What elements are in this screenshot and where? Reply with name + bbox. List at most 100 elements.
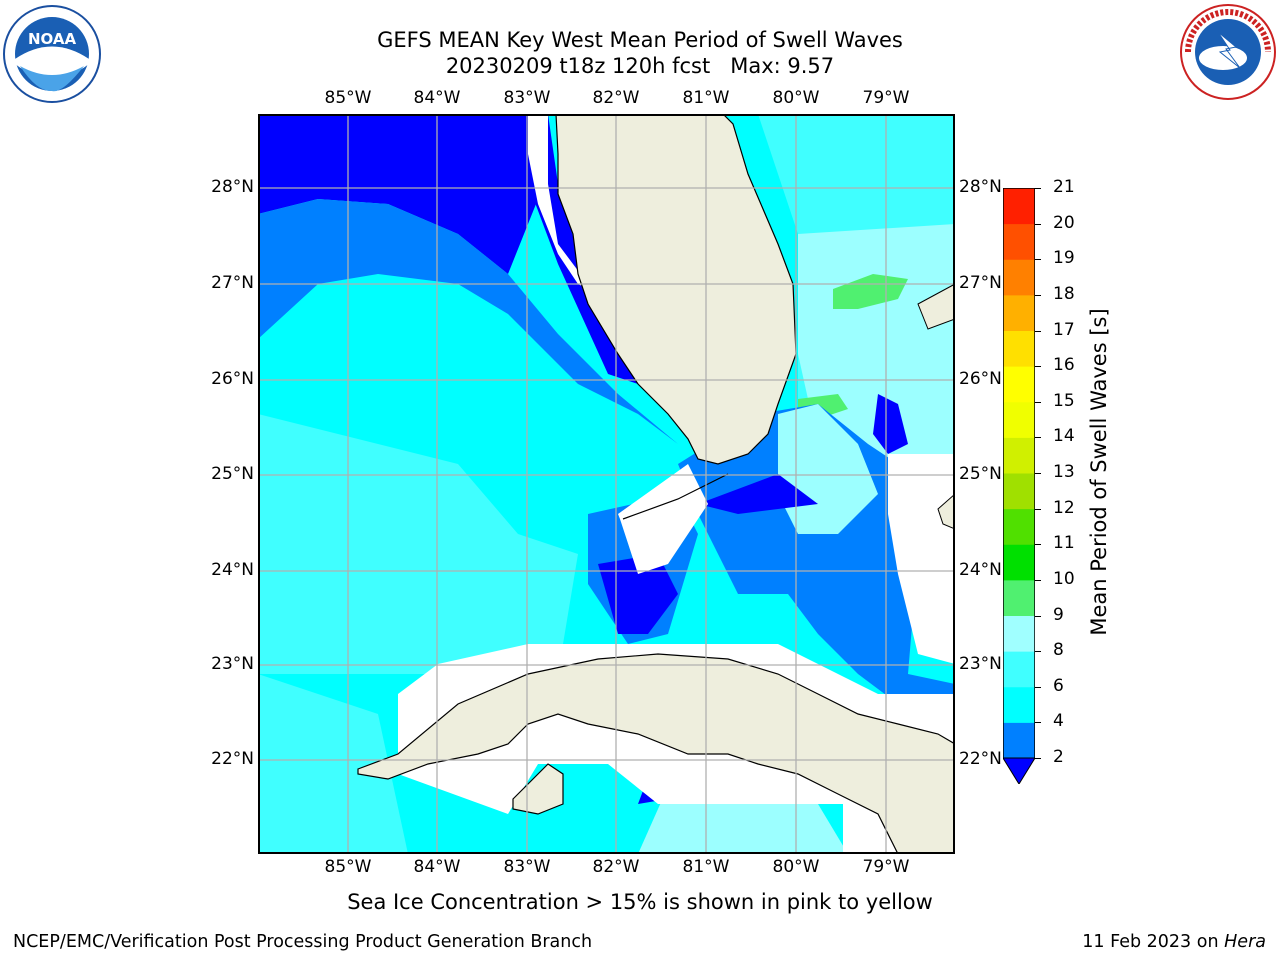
title-line1: GEFS MEAN Key West Mean Period of Swell … <box>377 28 903 52</box>
green-patch-1 <box>833 274 908 309</box>
lat-right-26: 26°N <box>959 369 1002 389</box>
colorbar-tick-label: 17 <box>1053 319 1075 340</box>
map-panel <box>258 113 956 855</box>
colorbar-segment <box>1003 579 1035 616</box>
lat-left-22: 22°N <box>211 749 254 769</box>
colorbar-tick-mark <box>1035 579 1041 581</box>
lon-bot-82: 82°W <box>592 857 640 877</box>
colorbar-tick-mark <box>1035 473 1041 474</box>
chart-title: GEFS MEAN Key West Mean Period of Swell … <box>0 27 1280 79</box>
lat-left-27: 27°N <box>211 273 254 293</box>
colorbar-tick-label: 8 <box>1053 640 1064 661</box>
footer-left: NCEP/EMC/Verification Post Processing Pr… <box>13 932 593 952</box>
colorbar-tick-mark <box>1035 651 1041 653</box>
colorbar-tick-label: 20 <box>1053 212 1075 233</box>
colorbar-tick-mark <box>1035 722 1041 724</box>
lon-bot-83: 83°W <box>503 857 551 877</box>
colorbar-tick-mark <box>1035 330 1041 332</box>
colorbar-tick-label: 11 <box>1053 533 1075 554</box>
colorbar-segment <box>1003 401 1035 438</box>
colorbar-tick-mark <box>1035 544 1041 546</box>
svg-text:NOAA: NOAA <box>28 30 77 48</box>
lon-bot-85: 85°W <box>324 857 372 877</box>
lon-top-81: 81°W <box>682 88 730 108</box>
colorbar-tick-label: 12 <box>1053 497 1075 518</box>
lat-right-27: 27°N <box>959 273 1002 293</box>
footer-right: 11 Feb 2023 on Hera <box>1082 932 1266 952</box>
land-cuba <box>357 653 956 855</box>
deep-blue-nw <box>258 114 548 274</box>
colorbar-tick-label: 15 <box>1053 390 1075 411</box>
colorbar-tick-mark <box>1035 508 1041 510</box>
swell-map <box>258 113 956 855</box>
title-line2: 20230209 t18z 120h fcst Max: 9.57 <box>445 54 835 78</box>
colorbar-extend-triangle <box>1002 757 1036 785</box>
colorbar-segment <box>1003 259 1035 296</box>
colorbar-segment <box>1003 508 1035 545</box>
land-isla-juventud <box>512 763 564 815</box>
map-frame <box>258 114 955 854</box>
colorbar-tick-mark <box>1035 437 1041 439</box>
blue-nw <box>258 199 678 444</box>
lon-bot-79: 79°W <box>862 857 910 877</box>
lat-left-28: 28°N <box>211 177 254 197</box>
colorbar-tick-label: 4 <box>1053 711 1064 732</box>
no-data-florida-west <box>528 114 598 294</box>
colorbar-tick-mark <box>1035 401 1041 403</box>
colorbar-label: Mean Period of Swell Waves [s] <box>1087 308 1111 636</box>
colorbar-tick-label: 16 <box>1053 355 1075 376</box>
lon-top-82: 82°W <box>592 88 640 108</box>
colorbar-ticks: 2 4 6 8 9 10 11 12 13 14 15 16 17 18 19 20 21 <box>1035 177 1090 767</box>
nws-logo <box>1178 2 1278 102</box>
lon-bot-80: 80°W <box>772 857 820 877</box>
colorbar-segment <box>1003 544 1035 581</box>
colorbar-tick-label: 2 <box>1053 747 1064 767</box>
lat-left-23: 23°N <box>211 654 254 674</box>
no-data-bahamas <box>888 454 955 664</box>
deep-blue-bahamas <box>873 394 908 454</box>
colorbar-tick-label: 10 <box>1053 568 1075 589</box>
colorbar-tick-mark <box>1035 615 1041 617</box>
ocean-light-cyan-sw <box>258 674 408 854</box>
lat-left-26: 26°N <box>211 369 254 389</box>
colorbar-segment <box>1003 294 1035 331</box>
lat-right-22: 22°N <box>959 749 1002 769</box>
footer-date: 11 Feb 2023 on <box>1082 932 1219 952</box>
lat-right-28: 28°N <box>959 177 1002 197</box>
lon-top-84: 84°W <box>413 88 461 108</box>
deep-blue-keys <box>698 474 818 514</box>
colorbar-segment <box>1003 330 1035 367</box>
lat-left-24: 24°N <box>211 560 254 580</box>
colorbar-segment <box>1003 188 1035 225</box>
colorbar <box>1002 187 1036 785</box>
florida-keys <box>622 473 729 520</box>
no-data-keys <box>618 464 708 574</box>
noaa-logo: NOAA <box>2 4 102 104</box>
colorbar-tick-mark <box>1035 259 1041 261</box>
colorbar-tick-label: 21 <box>1053 177 1075 197</box>
colorbar-segment <box>1003 223 1035 260</box>
lon-top-80: 80°W <box>772 88 820 108</box>
colorbar-tick-mark <box>1035 758 1041 759</box>
colorbar-segment <box>1003 615 1035 652</box>
lon-top-79: 79°W <box>862 88 910 108</box>
colorbar-tick-mark <box>1035 223 1041 225</box>
lon-top-85: 85°W <box>324 88 372 108</box>
lon-bot-81: 81°W <box>682 857 730 877</box>
lon-bot-84: 84°W <box>413 857 461 877</box>
map-grid <box>258 114 955 854</box>
colorbar-tick-mark <box>1035 686 1041 688</box>
colorbar-segment <box>1003 722 1035 759</box>
colorbar-tick-label: 14 <box>1053 426 1075 447</box>
lat-right-24: 24°N <box>959 560 1002 580</box>
colorbar-tick-label: 19 <box>1053 248 1075 269</box>
colorbar-tick-mark <box>1035 366 1041 368</box>
lat-right-23: 23°N <box>959 654 1002 674</box>
colorbar-tick-label: 18 <box>1053 283 1075 304</box>
colorbar-tick-mark <box>1035 188 1041 189</box>
colorbar-segment <box>1003 473 1035 510</box>
lat-right-25: 25°N <box>959 464 1002 484</box>
ocean-light-cyan-west <box>258 414 578 674</box>
colorbar-svg <box>1002 187 1036 785</box>
footer-host: Hera <box>1224 932 1266 952</box>
